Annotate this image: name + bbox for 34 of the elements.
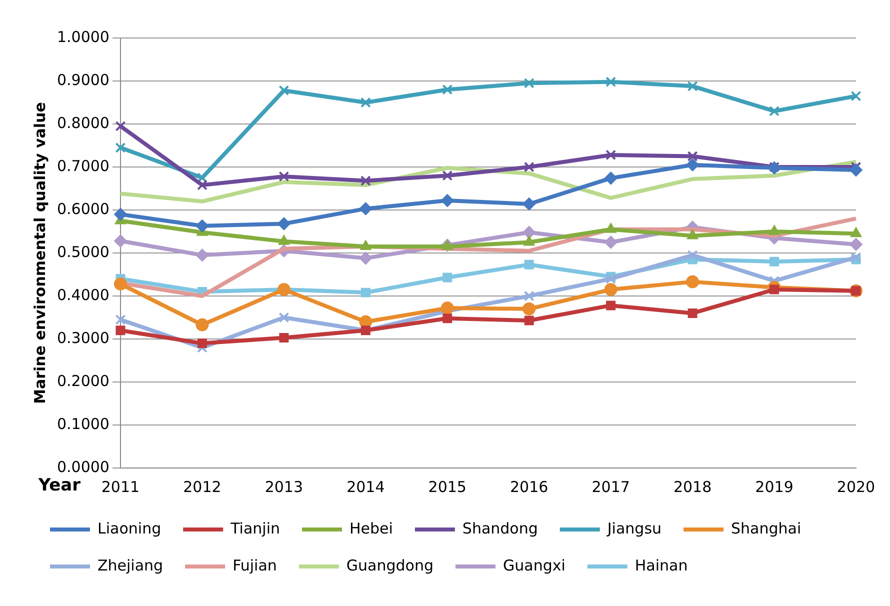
y-tick-label: 0.9000 [56, 70, 110, 89]
legend-label: Shandong [462, 519, 538, 538]
legend-label: Shanghai [731, 519, 802, 538]
y-tick-label: 0.2000 [56, 372, 110, 390]
x-tick-label: 2019 [755, 478, 794, 496]
legend-label: Tianjin [230, 519, 280, 538]
legend-label: Hainan [634, 556, 688, 574]
y-tick-label: 0.4000 [56, 286, 110, 304]
legend-label: Guangdong [346, 556, 434, 574]
x-tick-label: 2016 [510, 478, 548, 496]
y-tick-label: 0.7000 [56, 156, 110, 175]
y-tick-label: 1.0000 [56, 28, 110, 46]
y-tick-label: 0.5000 [56, 242, 110, 261]
y-tick-label: 0.6000 [56, 200, 110, 218]
y-axis-title: Marine environmental quality value [30, 102, 49, 404]
x-tick-label: 2015 [428, 478, 466, 496]
x-tick-label: 2012 [183, 478, 222, 496]
legend-label: Hebei [350, 519, 393, 538]
x-tick-label: 2011 [101, 478, 140, 496]
x-tick-label: 2013 [264, 478, 304, 496]
legend-label: Liaoning [98, 519, 162, 538]
x-tick-label: 2018 [673, 478, 712, 496]
y-tick-label: 0.1000 [56, 414, 110, 433]
legend-label: Zhejiang [98, 556, 164, 574]
legend-label: Fujian [232, 556, 277, 574]
legend-label: Jiangsu [606, 519, 662, 538]
y-tick-label: 0.0000 [56, 458, 110, 476]
y-tick-label: 0.8000 [56, 114, 110, 132]
x-tick-label: 2014 [346, 478, 385, 496]
x-axis-title: Year [37, 475, 82, 496]
y-tick-label: 0.3000 [56, 328, 110, 347]
x-tick-label: 2020 [836, 478, 876, 496]
x-tick-label: 2017 [592, 478, 630, 496]
legend-label: Guangxi [502, 556, 566, 574]
